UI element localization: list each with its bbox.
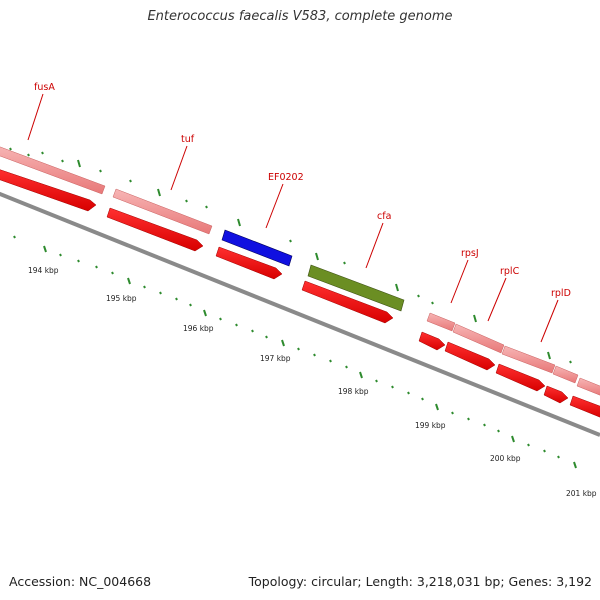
- gene-bar-rplB: [576, 377, 600, 396]
- cds-arrow-rplC: [444, 341, 496, 371]
- cds-arrow-rplB: [569, 395, 600, 418]
- cds-arrow-cfa: [301, 280, 394, 324]
- label-leaders: [27, 93, 559, 343]
- scale-label-201: 201 kbp: [566, 489, 597, 498]
- scale-label-198: 198 kbp: [338, 387, 369, 396]
- scale-label-group: 194 kbp 195 kbp 196 kbp 197 kbp 198 kbp …: [28, 266, 597, 498]
- cds-arrow-fusA: [0, 169, 97, 212]
- genome-backbone: [0, 191, 600, 437]
- map-title: Enterococcus faecalis V583, complete gen…: [147, 9, 453, 24]
- gene-label-fusA: fusA: [34, 82, 55, 93]
- gene-label-rplD: rplD: [551, 288, 571, 299]
- outer-ticks: [9, 147, 572, 364]
- feature-bar-EF0202: [221, 229, 293, 267]
- cds-arrow-rpsJ: [418, 331, 446, 351]
- gene-label-cfa: cfa: [377, 211, 391, 222]
- cds-arrow-tuf: [106, 207, 204, 252]
- genome-summary-label: Topology: circular; Length: 3,218,031 bp…: [248, 574, 592, 589]
- inner-ticks: [13, 235, 577, 469]
- gene-label-rplC: rplC: [500, 266, 520, 277]
- gene-bar-rplW: [552, 365, 579, 384]
- gene-features: [0, 146, 600, 396]
- gene-label-EF0202: EF0202: [268, 172, 304, 183]
- scale-label-196: 196 kbp: [183, 324, 214, 333]
- cds-arrow-rplW: [543, 385, 569, 404]
- gene-bar-rpsJ: [426, 312, 456, 332]
- gene-bar-fusA: [0, 146, 106, 195]
- accession-label: Accession: NC_004668: [9, 574, 152, 589]
- cds-arrow-rplD: [495, 363, 546, 392]
- gene-label-rpsJ: rpsJ: [461, 248, 479, 259]
- gene-label-tuf: tuf: [181, 134, 195, 145]
- gene-bar-rplD: [501, 345, 556, 374]
- scale-label-200: 200 kbp: [490, 454, 521, 463]
- cds-arrow-EF0202: [215, 246, 283, 280]
- scale-label-195: 195 kbp: [106, 294, 137, 303]
- gene-label-group: fusA tuf EF0202 cfa rpsJ rplC rplD: [34, 82, 571, 299]
- gene-bar-rplC: [452, 323, 505, 354]
- feature-bar-cfa: [307, 264, 405, 312]
- scale-label-194: 194 kbp: [28, 266, 59, 275]
- scale-label-199: 199 kbp: [415, 421, 446, 430]
- gene-bar-tuf: [112, 188, 213, 235]
- cds-arrows: [0, 169, 600, 418]
- scale-label-197: 197 kbp: [260, 354, 291, 363]
